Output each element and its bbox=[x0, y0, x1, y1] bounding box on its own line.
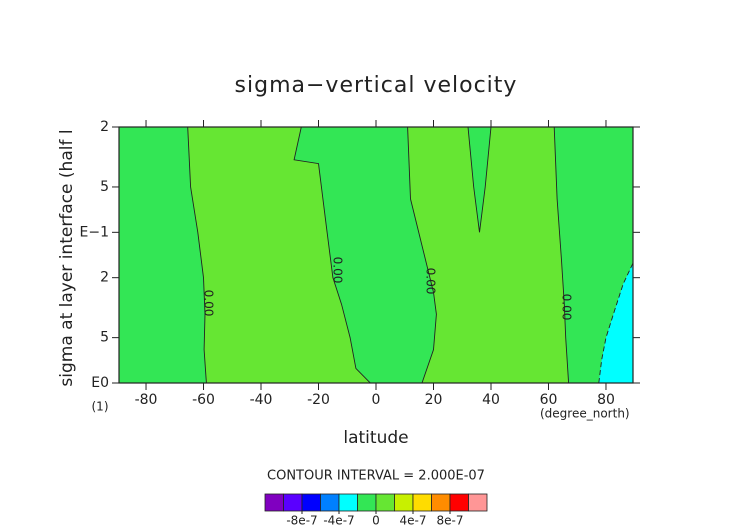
colorbar-box bbox=[468, 493, 488, 512]
colorbar-tick-label: 4e-7 bbox=[400, 514, 427, 528]
y-tick-label: 5 bbox=[100, 330, 109, 346]
colorbar-tick-label: -8e-7 bbox=[286, 514, 317, 528]
colorbar-box bbox=[449, 493, 469, 512]
x-axis-label: latitude bbox=[343, 428, 408, 448]
chart-title: sigma−vertical velocity bbox=[235, 73, 518, 98]
y-axis-label: sigma at layer interface (half l bbox=[57, 129, 77, 386]
x-tick-label: 80 bbox=[597, 392, 615, 408]
colorbar-box bbox=[431, 493, 451, 512]
y-tick-label: E0 bbox=[91, 375, 109, 391]
y-tick-label: 5 bbox=[100, 179, 109, 195]
colorbar-tick-label: 0 bbox=[372, 514, 380, 528]
contour-label: 0.00 bbox=[424, 268, 438, 295]
contour-label: 0.00 bbox=[560, 294, 574, 321]
x-tick-label: 0 bbox=[372, 392, 381, 408]
y-tick-label: E−1 bbox=[80, 224, 109, 240]
colorbar-box bbox=[412, 493, 432, 512]
x-tick-label: -60 bbox=[192, 392, 215, 408]
contour-region bbox=[467, 127, 492, 233]
colorbar-box bbox=[357, 493, 377, 512]
contour-region bbox=[119, 127, 207, 383]
colorbar-box bbox=[264, 493, 284, 512]
x-axis-unit: (degree_north) bbox=[540, 407, 630, 421]
colorbar-box bbox=[375, 493, 395, 512]
y-axis-exponent: (1) bbox=[92, 400, 109, 414]
x-tick-label: 60 bbox=[540, 392, 558, 408]
y-tick-label: 2 bbox=[100, 270, 109, 286]
colorbar-box bbox=[320, 493, 340, 512]
colorbar-tick-label: -4e-7 bbox=[323, 514, 354, 528]
contour-interval: CONTOUR INTERVAL = 2.000E-07 bbox=[267, 469, 485, 484]
plot-area: 0.00 0.00 0.00 0.00 bbox=[119, 127, 633, 383]
colorbar-box bbox=[338, 493, 358, 512]
x-tick-label: 20 bbox=[425, 392, 443, 408]
contour-region bbox=[598, 262, 633, 383]
colorbar-tick-label: 8e-7 bbox=[437, 514, 464, 528]
colorbar-box bbox=[394, 493, 414, 512]
x-tick-label: -80 bbox=[135, 392, 158, 408]
y-tick-label: 2 bbox=[100, 119, 109, 135]
contour-label: 0.00 bbox=[331, 257, 345, 284]
x-tick-label: 40 bbox=[482, 392, 500, 408]
x-tick-label: -40 bbox=[250, 392, 273, 408]
colorbar-box bbox=[301, 493, 321, 512]
x-tick-label: -20 bbox=[307, 392, 330, 408]
contour-region bbox=[293, 127, 437, 383]
colorbar-box bbox=[283, 493, 303, 512]
contour-label: 0.00 bbox=[202, 290, 216, 317]
